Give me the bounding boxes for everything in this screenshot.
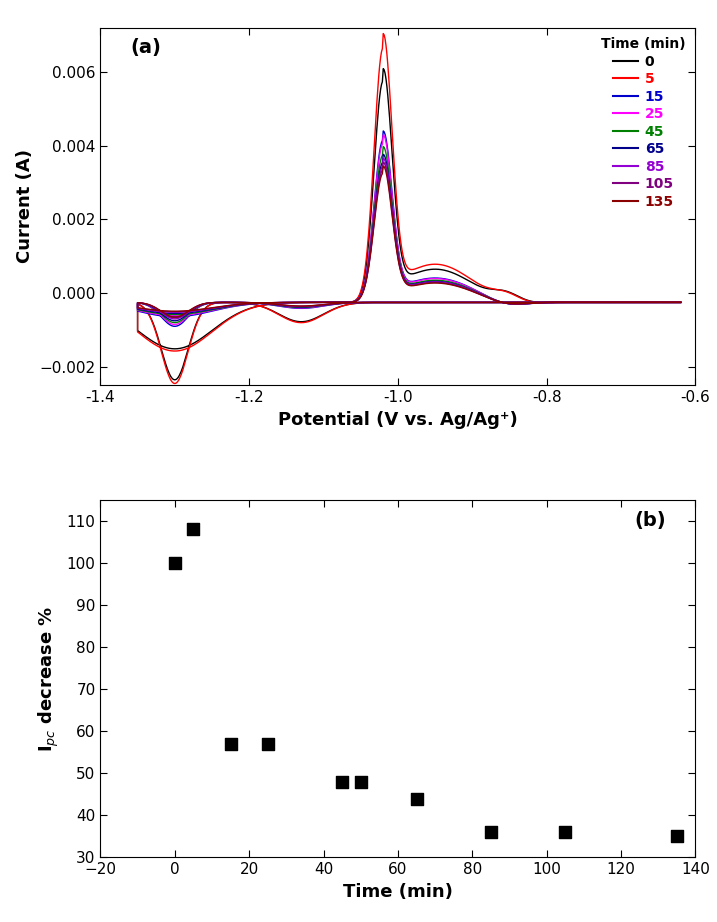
Point [262, 737, 273, 751]
Point [336, 774, 348, 789]
Text: (a): (a) [130, 39, 161, 57]
Point [411, 791, 422, 806]
Y-axis label: Current (A): Current (A) [16, 149, 34, 264]
X-axis label: Potential (V vs. Ag/Ag⁺): Potential (V vs. Ag/Ag⁺) [278, 410, 518, 429]
Point [225, 737, 237, 751]
Point [671, 829, 683, 844]
Point [355, 774, 366, 789]
Y-axis label: I$_{pc}$ decrease %: I$_{pc}$ decrease % [37, 606, 61, 751]
Text: (b): (b) [634, 511, 665, 529]
Point [169, 556, 181, 571]
Point [559, 825, 571, 840]
Point [485, 825, 497, 840]
X-axis label: Time (min): Time (min) [343, 883, 453, 901]
Legend: 0, 5, 15, 25, 45, 65, 85, 105, 135: 0, 5, 15, 25, 45, 65, 85, 105, 135 [599, 35, 688, 211]
Point [188, 522, 199, 537]
